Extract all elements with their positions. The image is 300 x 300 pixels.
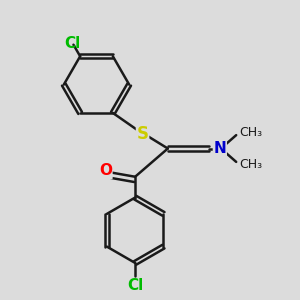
Text: CH₃: CH₃ xyxy=(239,158,262,171)
Text: Cl: Cl xyxy=(127,278,143,293)
Text: S: S xyxy=(136,125,148,143)
Text: CH₃: CH₃ xyxy=(239,126,262,139)
Text: O: O xyxy=(99,163,112,178)
Text: N: N xyxy=(214,141,226,156)
Text: Cl: Cl xyxy=(64,36,81,51)
